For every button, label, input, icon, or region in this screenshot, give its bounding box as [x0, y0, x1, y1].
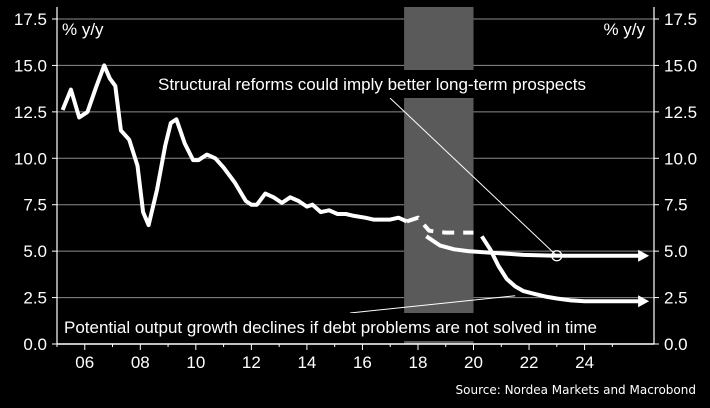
y-tick-label-left: 5.0: [23, 242, 47, 261]
x-tick-label: 14: [297, 353, 316, 372]
x-tick-label: 18: [409, 353, 428, 372]
x-tick-label: 10: [186, 353, 205, 372]
x-tick-label: 08: [131, 353, 150, 372]
y-tick-label-right: 10.0: [664, 149, 697, 168]
y-tick-label-left: 2.5: [23, 289, 47, 308]
y-tick-label-left: 15.0: [14, 56, 47, 75]
y-tick-label-right: 17.5: [664, 10, 697, 29]
y-tick-label-right: 2.5: [664, 289, 688, 308]
annotation-debt: Potential output growth declines if debt…: [64, 318, 597, 337]
annotation-reforms: Structural reforms could imply better lo…: [158, 75, 586, 94]
series-layer: [60, 63, 650, 308]
series-line-reform-scenario: [425, 234, 641, 258]
x-tick-label: 22: [520, 353, 539, 372]
series-arrowhead: [638, 249, 650, 262]
y-axis-right: 0.0 2.5 5.0 7.5 10.0 12.5 15.0 17.5: [654, 10, 697, 354]
plot-frame: [56, 7, 655, 345]
y-tick-label-left: 7.5: [23, 196, 47, 215]
series-line-historical: [60, 63, 408, 228]
x-tick-label: 06: [75, 353, 94, 372]
x-tick-label: 12: [242, 353, 261, 372]
y-tick-label-right: 12.5: [664, 103, 697, 122]
annotation-reforms-marker: [551, 250, 563, 262]
y-tick-label-left: 12.5: [14, 103, 47, 122]
y-axis-label-right: % y/y: [603, 20, 645, 39]
source-note: Source: Nordea Markets and Macrobond: [456, 383, 697, 397]
series-arrowhead: [638, 295, 650, 308]
y-tick-label-right: 7.5: [664, 196, 688, 215]
grid-layer: [57, 18, 654, 299]
annotation-debt-bg: [58, 313, 648, 341]
y-axis-label-left: % y/y: [62, 20, 104, 39]
y-tick-label-left: 17.5: [14, 10, 47, 29]
annotation-reforms-bg: [152, 70, 632, 98]
y-tick-label-right: 15.0: [664, 56, 697, 75]
x-tick-label: 16: [353, 353, 372, 372]
series-line-debt-scenario: [480, 235, 641, 304]
y-tick-label-right: 0.0: [664, 335, 688, 354]
x-axis: 06 08 10 12 14 16 18 20 22 24: [56, 344, 613, 372]
y-tick-label-left: 10.0: [14, 149, 47, 168]
forecast-shade-layer: [404, 7, 474, 344]
series-line-bridge: [406, 215, 474, 235]
forecast-shade: [404, 7, 474, 344]
annotation-reforms-leader: [389, 97, 558, 257]
annotation-debt-leader: [349, 295, 516, 314]
annotation-leaders: [349, 97, 563, 314]
x-tick-label: 24: [575, 353, 594, 372]
y-tick-label-right: 5.0: [664, 242, 688, 261]
x-tick-label: 20: [464, 353, 483, 372]
y-axis-left: 0.0 2.5 5.0 7.5 10.0 12.5 15.0 17.5: [14, 10, 57, 354]
y-tick-label-left: 0.0: [23, 335, 47, 354]
